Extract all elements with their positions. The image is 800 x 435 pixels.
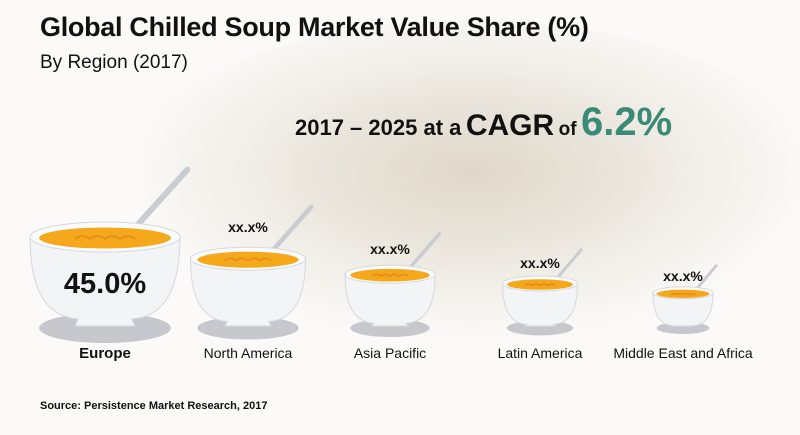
soup-bar-1: [197, 251, 299, 268]
source-note: Source: Persistence Market Research, 201…: [40, 400, 268, 412]
value-label: xx.x%: [370, 241, 410, 257]
category-label: Latin America: [497, 345, 583, 361]
soup-garnish: [371, 273, 409, 278]
category-label: Asia Pacific: [353, 345, 427, 361]
cagr-of: of: [558, 119, 577, 140]
chart-subtitle: By Region (2017): [40, 52, 188, 73]
category-label: Middle East and Africa: [613, 345, 753, 361]
soup-bar-2: [350, 268, 430, 282]
soup-garnish: [74, 235, 136, 240]
chart-title: Global Chilled Soup Market Value Share (…: [40, 12, 589, 42]
soup-bar-0: [39, 227, 171, 249]
bowl-icon: [189, 258, 307, 327]
category-label: Europe: [79, 345, 131, 362]
category-label: North America: [203, 345, 293, 361]
soup-bar-3: [507, 279, 573, 290]
cagr-value: 6.2%: [581, 100, 673, 144]
cagr-annotation: 2017 – 2025 at a CAGR of 6.2%: [295, 100, 672, 145]
cagr-word: CAGR: [465, 109, 555, 142]
soup-garnish: [224, 257, 272, 262]
bowl-shadow: [197, 316, 299, 340]
cagr-years: 2017 – 2025 at a: [295, 115, 462, 140]
value-label: xx.x%: [663, 268, 703, 284]
soup-garnish: [524, 283, 556, 287]
value-label: 45.0%: [63, 267, 147, 300]
bowl-icon: [652, 292, 714, 327]
bowl-shadow: [39, 313, 171, 343]
bowl-icon: [501, 283, 579, 327]
value-label: xx.x%: [228, 218, 268, 235]
soup-bar-4: [656, 289, 710, 298]
bowl-shadow: [350, 319, 430, 337]
soup-garnish: [670, 292, 696, 296]
bowl-icon: [344, 273, 436, 327]
bowl-icon: [29, 236, 181, 327]
value-label: xx.x%: [520, 254, 560, 271]
